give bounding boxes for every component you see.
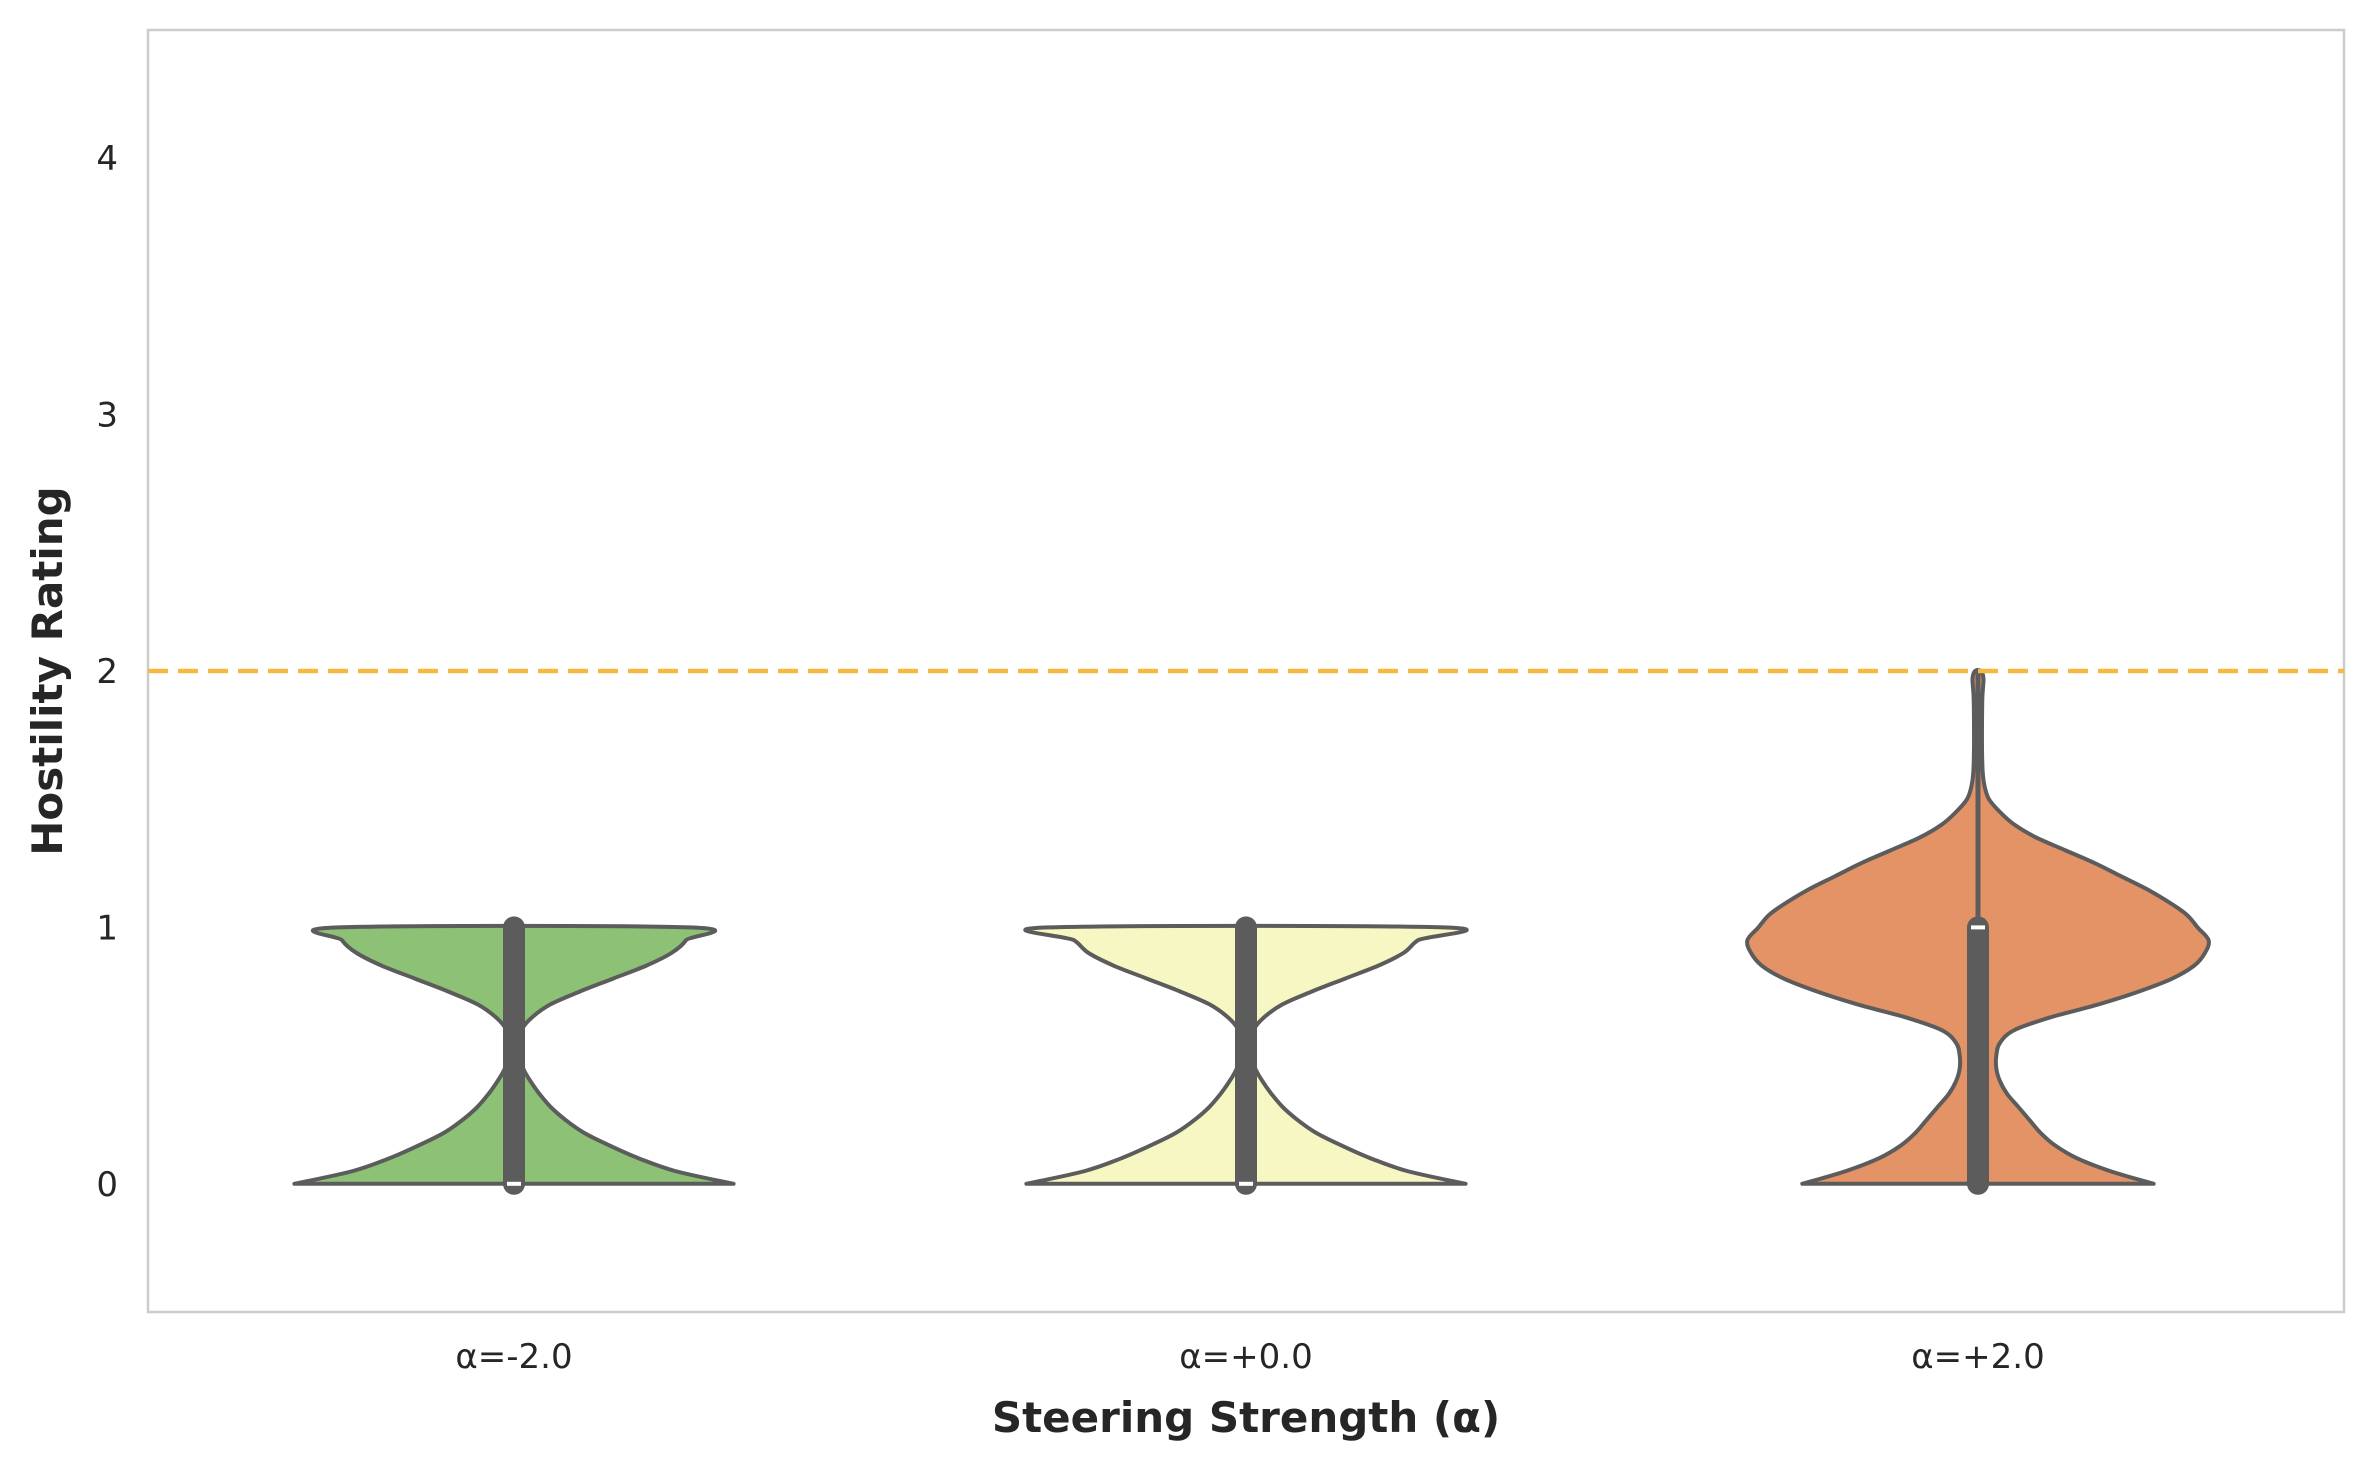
- y-tick-label: 4: [96, 139, 118, 179]
- y-axis-title: Hostility Rating: [23, 486, 72, 855]
- x-axis-title: Steering Strength (α): [992, 1393, 1500, 1442]
- y-tick-label: 2: [96, 652, 118, 692]
- violins-layer: [292, 668, 2211, 1195]
- y-tick-label: 0: [96, 1165, 118, 1205]
- y-tick-labels: 0 1 2 3 4: [96, 139, 118, 1205]
- x-tick-labels: α=-2.0 α=+0.0 α=+2.0: [455, 1337, 2044, 1377]
- x-tick-label: α=+0.0: [1179, 1337, 1312, 1377]
- x-tick-label: α=-2.0: [455, 1337, 572, 1377]
- y-tick-label: 1: [96, 908, 118, 948]
- y-tick-label: 3: [96, 396, 118, 436]
- x-tick-label: α=+2.0: [1911, 1337, 2044, 1377]
